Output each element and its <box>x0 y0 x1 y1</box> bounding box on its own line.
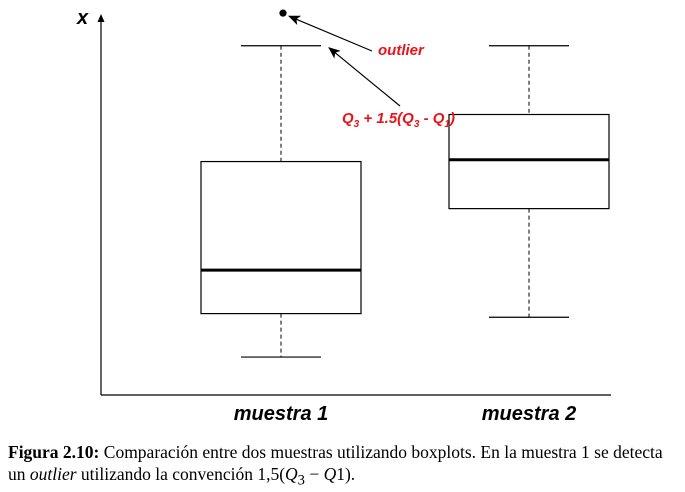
caption-math-q2: Q <box>323 464 337 484</box>
outlier-annotation: outlier <box>378 42 425 59</box>
box-1-outlier-point-1 <box>279 9 287 17</box>
fence-annotation: Q3 + 1.5(Q3 - Q1) <box>342 110 455 130</box>
caption-math-q: Q <box>285 464 298 484</box>
box-1-category-label: muestra 1 <box>234 403 329 425</box>
outlier-arrow <box>288 15 373 52</box>
caption-label: Figura 2.10: <box>8 442 100 462</box>
box-2-category-label: muestra 2 <box>482 403 577 425</box>
box-2-iqr-box <box>448 113 610 210</box>
caption-math-sub-3: 3 <box>297 472 305 489</box>
axes: x muestra 1 muestra 2 <box>76 7 611 425</box>
caption-math-minus: − <box>304 464 324 484</box>
fence-annotation-part-1: Q <box>342 110 354 127</box>
y-axis-arrow <box>97 14 105 22</box>
fence-annotation-part-6: 1 <box>444 119 450 130</box>
fence-annotation-part-5: - Q <box>419 110 444 127</box>
caption-text-2: utilizando la convención 1,5( <box>76 464 286 484</box>
fence-annotation-part-2: 3 <box>354 119 360 130</box>
fence-annotation-part-7: ) <box>448 110 455 127</box>
caption-math-end: ). <box>344 464 356 484</box>
fence-annotation-part-4: 3 <box>414 119 420 130</box>
fence-arrow <box>328 47 401 107</box>
y-axis-label: x <box>76 7 89 29</box>
caption-italic: outlier <box>29 464 77 484</box>
caption-math-one: 1 <box>336 464 345 484</box>
box-1-iqr-box <box>200 160 362 315</box>
caption-text-1: Comparación entre dos muestras utilizand… <box>8 442 663 484</box>
boxes-layer <box>200 9 610 358</box>
figure-caption: Figura 2.10: Comparación entre dos muest… <box>8 441 680 492</box>
fence-annotation-part-3: + 1.5(Q <box>359 110 414 127</box>
